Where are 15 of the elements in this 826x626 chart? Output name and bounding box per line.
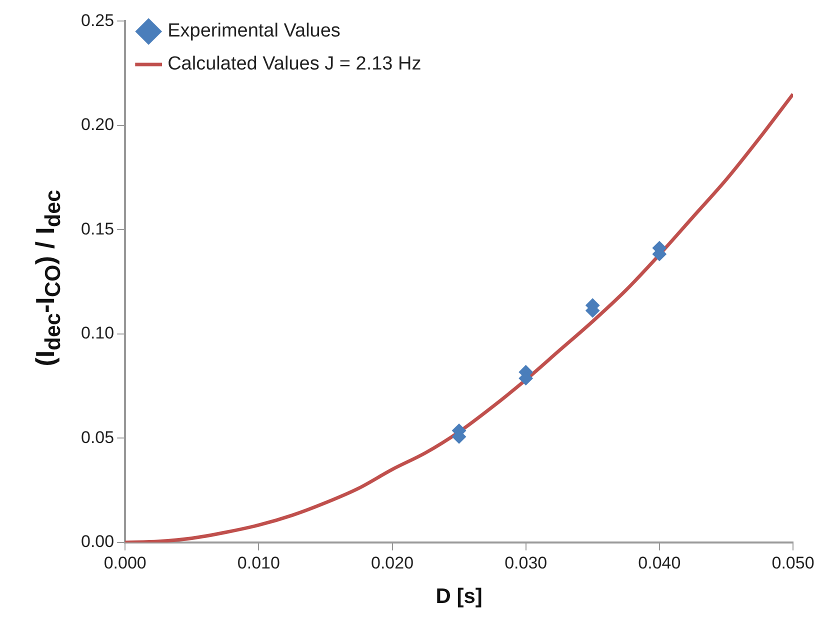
y-tick-label: 0.20	[80, 115, 114, 134]
y-tick-label: 0.25	[80, 10, 114, 30]
legend-label: Calculated Values J = 2.13 Hz	[168, 54, 422, 75]
legend-label: Experimental Values	[168, 20, 340, 42]
y-tick-label: 0.00	[80, 532, 114, 552]
x-tick-label: 0.010	[237, 553, 280, 572]
y-tick-label: 0.10	[80, 324, 114, 343]
x-tick-label: 0.050	[772, 553, 814, 572]
x-tick-label: 0.040	[638, 553, 681, 572]
y-tick-label: 0.05	[80, 428, 114, 447]
y-tick-label: 0.15	[80, 219, 114, 238]
x-tick-label: 0.020	[370, 553, 414, 572]
x-axis-title: D [s]	[436, 585, 482, 608]
x-tick-label: 0.000	[104, 553, 146, 572]
x-tick-label: 0.030	[504, 553, 548, 572]
